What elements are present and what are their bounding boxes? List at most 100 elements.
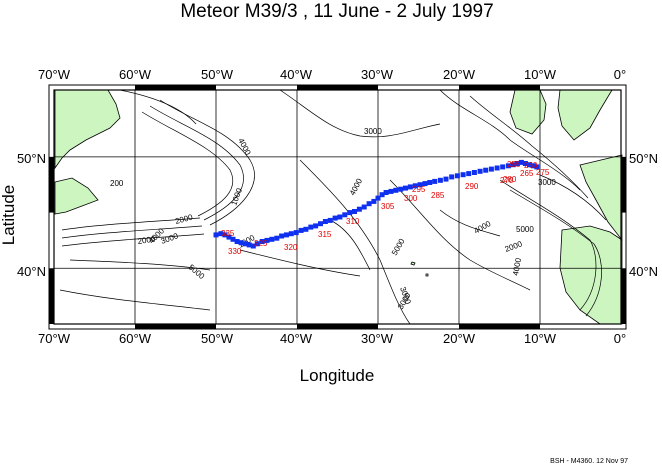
station-label: 315 bbox=[318, 230, 332, 239]
track-point bbox=[437, 177, 443, 183]
frame-stripe bbox=[49, 156, 54, 213]
y-axis-label: Latitude bbox=[0, 185, 18, 246]
station-label: 310 bbox=[346, 217, 360, 226]
land-nova-scotia bbox=[54, 177, 99, 215]
station-label: 320 bbox=[284, 243, 298, 252]
track-point bbox=[254, 241, 260, 247]
lon-tick-label: 30°W bbox=[361, 331, 394, 346]
frame-stripe bbox=[135, 324, 216, 329]
station-label: 290 bbox=[465, 182, 479, 191]
track-point bbox=[284, 232, 289, 238]
lat-tick-label: 50°N bbox=[17, 151, 46, 166]
track-point bbox=[514, 161, 520, 166]
track-point bbox=[361, 204, 367, 210]
track-point bbox=[393, 187, 399, 193]
lon-tick-label: 60°W bbox=[119, 331, 152, 346]
contour-label: 5000 bbox=[516, 225, 534, 234]
graticule bbox=[54, 90, 621, 324]
track-point bbox=[494, 165, 500, 171]
lon-tick-label: 20°W bbox=[443, 67, 476, 82]
track-point bbox=[218, 231, 224, 237]
land-britain bbox=[557, 89, 613, 141]
track-point bbox=[366, 201, 372, 207]
ship-track bbox=[213, 159, 540, 249]
track-point bbox=[500, 164, 506, 170]
track-point bbox=[238, 240, 244, 246]
frame-stripe bbox=[297, 85, 378, 90]
track-point bbox=[318, 221, 323, 227]
track-point bbox=[518, 159, 524, 165]
track-point bbox=[259, 239, 265, 244]
longitude-ticks-top: 70°W 60°W 50°W 40°W 30°W 20°W 10°W 0° bbox=[38, 67, 626, 82]
track-point bbox=[460, 172, 466, 178]
lon-tick-label: 30°W bbox=[361, 67, 394, 82]
frame-stripe bbox=[459, 85, 540, 90]
track-point bbox=[417, 182, 423, 188]
station-label: 280 bbox=[503, 175, 517, 184]
lat-tick-label: 40°N bbox=[629, 264, 658, 279]
track-point bbox=[407, 184, 413, 190]
track-point bbox=[454, 173, 460, 179]
lon-tick-label: 70°W bbox=[38, 331, 71, 346]
contour-label: 5000 bbox=[187, 263, 207, 282]
station-label: 330 bbox=[228, 247, 242, 256]
contour-label: 1000 bbox=[229, 186, 244, 206]
track-point bbox=[250, 243, 256, 249]
frame-stripe bbox=[135, 85, 216, 90]
lon-tick-label: 0° bbox=[614, 331, 626, 346]
track-point bbox=[308, 224, 314, 230]
station-label: 335 bbox=[221, 229, 235, 238]
lon-tick-label: 0° bbox=[614, 67, 626, 82]
x-axis-label: Longitude bbox=[300, 366, 375, 385]
contour-label: 4000 bbox=[348, 177, 365, 197]
track-point bbox=[505, 163, 511, 169]
station-label: 255 bbox=[507, 160, 521, 169]
longitude-ticks-bottom: 70°W 60°W 50°W 40°W 30°W 20°W 10°W 0° bbox=[38, 331, 626, 346]
track-point bbox=[322, 219, 328, 224]
map-frame bbox=[48, 84, 627, 330]
track-point bbox=[388, 188, 394, 194]
station-label: 300 bbox=[404, 194, 418, 203]
track-point bbox=[288, 231, 294, 237]
lon-tick-label: 50°W bbox=[201, 67, 234, 82]
track-point bbox=[222, 232, 228, 238]
track-point bbox=[432, 178, 438, 184]
lat-tick-label: 50°N bbox=[629, 151, 658, 166]
station-label: 270 bbox=[500, 176, 514, 185]
latitude-ticks: 50°N 40°N 50°N 40°N bbox=[17, 151, 658, 279]
lon-tick-label: 10°W bbox=[524, 331, 557, 346]
track-point bbox=[383, 190, 389, 195]
contour-label: 2000 bbox=[174, 212, 194, 225]
land-areas bbox=[54, 89, 623, 325]
map-title: Meteor M39/3 , 11 June - 2 July 1997 bbox=[180, 1, 493, 22]
track-point bbox=[466, 171, 472, 177]
track-point bbox=[298, 227, 304, 233]
track-point bbox=[483, 167, 489, 173]
frame-stripe bbox=[621, 268, 626, 324]
station-labels: 255 260 265 270 275 280 285 290 295 300 … bbox=[221, 160, 550, 256]
track-point bbox=[293, 230, 299, 236]
contour-label: 3000 bbox=[364, 127, 382, 136]
track-point bbox=[274, 235, 280, 241]
lon-tick-label: 10°W bbox=[524, 67, 557, 82]
station-label: 325 bbox=[254, 239, 268, 248]
track-point bbox=[534, 164, 540, 170]
track-point bbox=[488, 166, 494, 172]
land-azores-speckle bbox=[410, 261, 429, 277]
land-ireland bbox=[509, 89, 547, 135]
track-point bbox=[531, 163, 536, 169]
track-point bbox=[375, 195, 381, 201]
contour-label: 200 bbox=[110, 179, 124, 188]
lon-tick-label: 70°W bbox=[38, 67, 71, 82]
track-point bbox=[347, 210, 353, 216]
lon-tick-label: 60°W bbox=[119, 67, 152, 82]
track-point bbox=[449, 174, 455, 180]
station-label: 305 bbox=[381, 202, 395, 211]
lon-tick-label: 50°W bbox=[201, 331, 234, 346]
footer-credit: BSH - M4360. 12 Nov 97 bbox=[550, 458, 628, 465]
track-point bbox=[477, 168, 483, 174]
track-point bbox=[332, 215, 338, 221]
track-point bbox=[313, 223, 319, 229]
track-point bbox=[230, 236, 236, 242]
